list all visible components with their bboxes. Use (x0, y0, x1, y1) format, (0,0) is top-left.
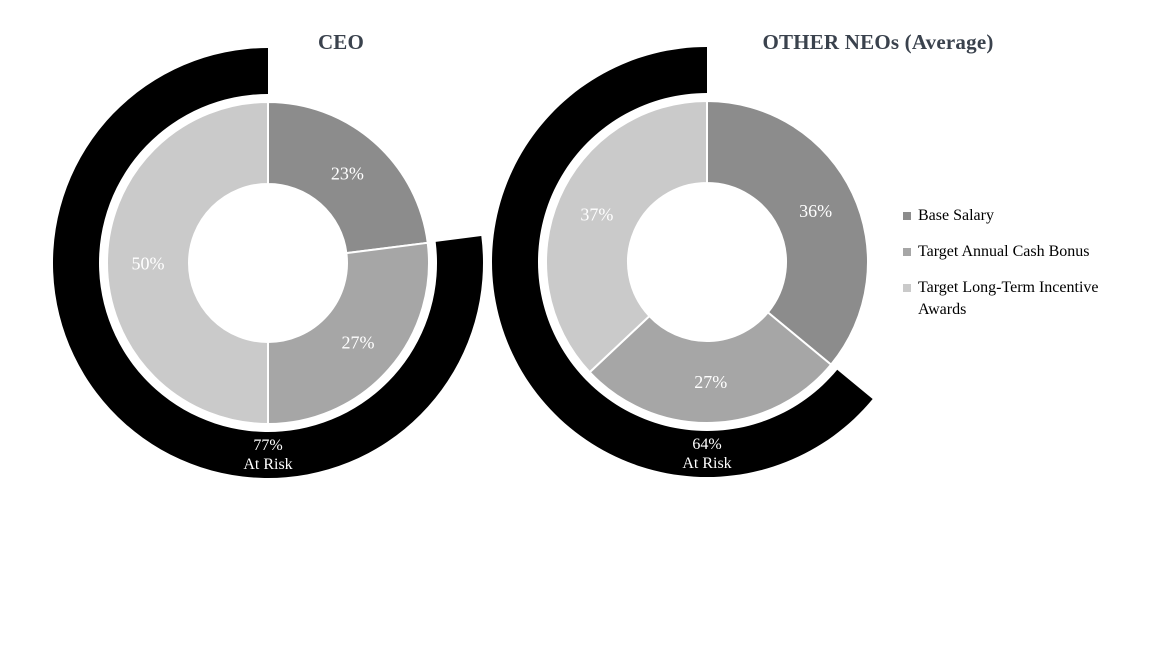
slice-percent-label: 50% (132, 253, 165, 273)
legend-label: Target Long-Term Incentive Awards (918, 279, 1099, 318)
donut-slice (545, 100, 708, 374)
lti-awards-swatch-icon (903, 284, 911, 292)
slice-percent-label: 27% (694, 372, 727, 392)
cash-bonus-swatch-icon (903, 248, 911, 256)
legend-item-base-salary: Base Salary (903, 205, 1131, 227)
donut-slice (706, 100, 869, 366)
at-risk-text-label: At Risk (243, 456, 292, 473)
ceo-donut-chart: 23% 27% 50% 77% At Risk (52, 48, 483, 479)
ceo-chart-title: CEO (317, 30, 365, 54)
at-risk-text-label: At Risk (682, 455, 731, 472)
donut-slice (267, 241, 430, 425)
slice-percent-label: 37% (580, 205, 613, 225)
at-risk-ring (492, 47, 873, 477)
legend-item-lti-awards: Target Long-Term Incentive Awards (903, 277, 1131, 321)
legend-label: Target Annual Cash Bonus (918, 243, 1090, 260)
donut-slice (588, 311, 833, 424)
donut-slice (267, 101, 429, 255)
slice-percent-label: 23% (331, 163, 364, 183)
neo-donut-chart: 36% 27% 37% 64% At Risk (492, 47, 873, 477)
base-salary-swatch-icon (903, 212, 911, 220)
slice-percent-label: 27% (342, 333, 375, 353)
at-risk-percent-label: 64% (692, 436, 721, 453)
at-risk-percent-label: 77% (253, 437, 282, 454)
slice-percent-label: 36% (799, 201, 832, 221)
chart-legend: Base Salary Target Annual Cash Bonus Tar… (903, 205, 1131, 335)
legend-label: Base Salary (918, 207, 994, 224)
legend-item-cash-bonus: Target Annual Cash Bonus (903, 241, 1131, 263)
donut-slice (106, 101, 269, 425)
neo-chart-title: OTHER NEOs (Average) (762, 30, 994, 54)
